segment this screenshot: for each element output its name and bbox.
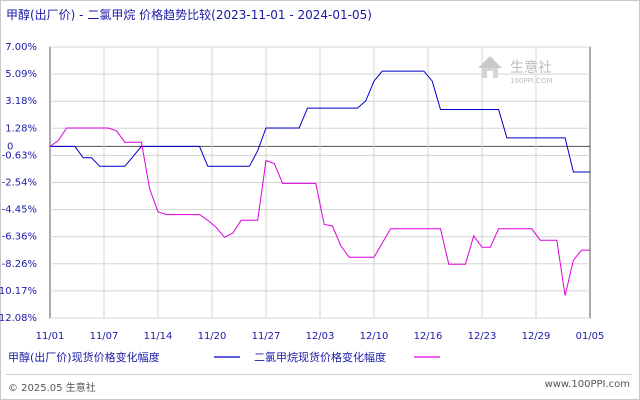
y-tick-label: -4.45% bbox=[2, 205, 37, 216]
legend-label-series-2: 二氯甲烷现货价格变化幅度 bbox=[254, 350, 386, 364]
y-tick-label: -8.26% bbox=[2, 259, 37, 270]
legend: 甲醇(出厂价)现货价格变化幅度 二氯甲烷现货价格变化幅度 bbox=[8, 350, 440, 364]
x-tick-label: 12/03 bbox=[306, 331, 335, 342]
y-tick-label: -6.36% bbox=[2, 232, 37, 243]
x-tick-label: 11/14 bbox=[144, 331, 173, 342]
x-tick-label: 11/07 bbox=[90, 331, 119, 342]
y-tick-label: -10.17% bbox=[0, 286, 37, 297]
x-tick-label: 12/23 bbox=[468, 331, 497, 342]
x-tick-label: 11/20 bbox=[198, 331, 227, 342]
y-tick-label: -0.63% bbox=[2, 150, 37, 161]
x-tick-label: 01/05 bbox=[576, 331, 605, 342]
y-tick-label: 3.18% bbox=[5, 96, 37, 107]
footer-divider bbox=[6, 374, 632, 375]
y-axis-ticks: 7.00% 5.09% 3.18% 1.28% -0.63% -2.54% -4.45% -6… bbox=[0, 42, 37, 324]
footer-copyright: © 2025.05 生意社 bbox=[8, 383, 96, 394]
chart-title: 甲醇(出厂价) - 二氯甲烷 价格趋势比较(2023-11-01 - 2024-… bbox=[6, 8, 372, 22]
x-tick-label: 12/16 bbox=[414, 331, 443, 342]
y-tick-label: -12.08% bbox=[0, 313, 37, 324]
x-tick-label: 12/10 bbox=[360, 331, 389, 342]
legend-label-series-1: 甲醇(出厂价)现货价格变化幅度 bbox=[8, 350, 160, 364]
watermark-name: 生意社 bbox=[510, 59, 552, 76]
x-tick-label: 11/01 bbox=[36, 331, 65, 342]
series-line-2 bbox=[49, 127, 590, 296]
series-lines bbox=[49, 70, 590, 296]
y-tick-label: 7.00% bbox=[5, 42, 37, 53]
x-axis-ticks: 11/01 11/07 11/14 11/20 11/27 12/03 12/10 12/16… bbox=[36, 331, 605, 342]
x-tick-label: 12/29 bbox=[522, 331, 551, 342]
y-zero-label: 0 bbox=[7, 141, 13, 152]
x-tick-label: 11/27 bbox=[252, 331, 281, 342]
watermark-site: 100PPI.COM bbox=[510, 77, 553, 85]
grid bbox=[49, 46, 591, 319]
y-tick-label: 1.28% bbox=[5, 123, 37, 134]
y-tick-label: -2.54% bbox=[2, 178, 37, 189]
series-line-1 bbox=[50, 70, 590, 173]
y-tick-label: 5.09% bbox=[5, 69, 37, 80]
watermark-logo: 生意社 100PPI.COM bbox=[478, 56, 553, 85]
footer-site-link[interactable]: www.100PPI.com bbox=[544, 379, 630, 390]
